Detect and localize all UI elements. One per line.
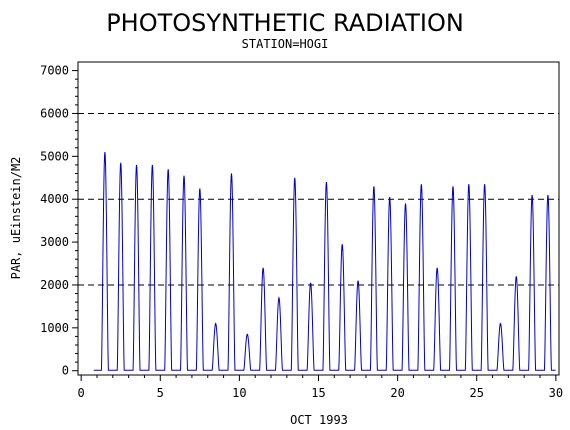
y-tick-label: 6000 — [40, 106, 69, 120]
y-axis-label: PAR, uEinstein/M2 — [9, 157, 23, 280]
x-tick-label: 20 — [390, 386, 404, 400]
y-tick-label: 7000 — [40, 64, 69, 78]
y-axis: 0 1000 2000 3000 4000 5000 6000 7000 — [40, 64, 78, 378]
y-tick-label: 2000 — [40, 278, 69, 292]
y-tick-label: 3000 — [40, 235, 69, 249]
chart-subtitle: STATION=HOGI — [242, 37, 329, 51]
y-tick-label: 5000 — [40, 149, 69, 163]
grid-lines — [78, 112, 559, 286]
y-tick-label: 1000 — [40, 321, 69, 335]
y-tick-label: 0 — [62, 364, 69, 378]
x-tick-label: 10 — [232, 386, 246, 400]
x-axis-label: OCT 1993 — [290, 413, 348, 427]
x-tick-label: 25 — [469, 386, 483, 400]
x-tick-label: 30 — [549, 386, 563, 400]
x-tick-label: 0 — [78, 386, 85, 400]
x-tick-label: 15 — [311, 386, 325, 400]
y-tick-label: 4000 — [40, 192, 69, 206]
x-axis: 0 5 10 15 20 25 30 — [78, 375, 563, 400]
par-series-line — [93, 151, 556, 371]
series-group — [93, 151, 556, 371]
x-tick-label: 5 — [157, 386, 164, 400]
chart-title: PHOTOSYNTHETIC RADIATION — [106, 9, 464, 37]
